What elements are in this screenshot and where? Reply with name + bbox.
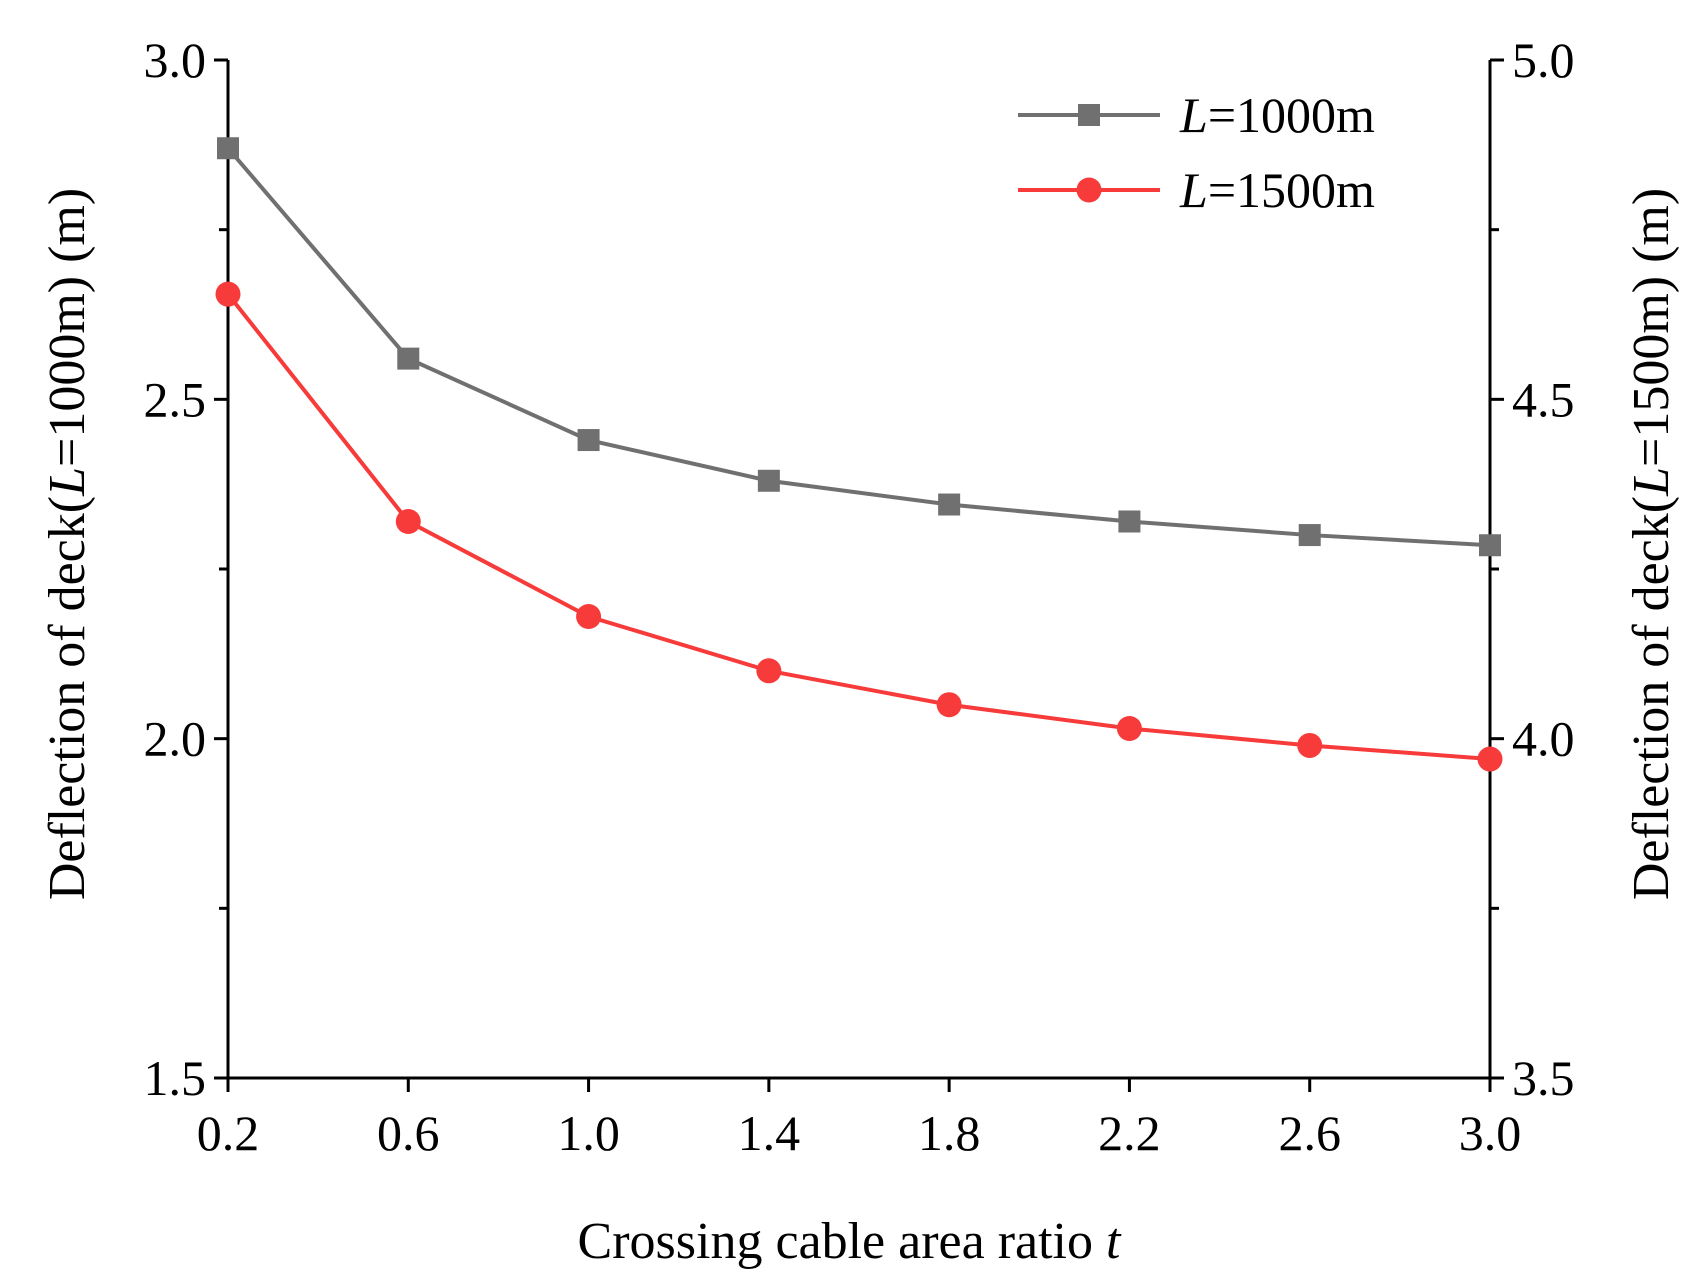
x-tick-label: 2.6 [1278, 1105, 1341, 1161]
x-tick-label: 2.2 [1098, 1105, 1161, 1161]
legend-marker-square [1078, 104, 1100, 126]
data-point-square [397, 347, 420, 370]
series-line [226, 292, 1491, 762]
left-y-tick-label: 2.0 [144, 711, 207, 767]
data-point-circle [1116, 715, 1142, 741]
left-y-tick-label: 1.5 [144, 1050, 207, 1106]
legend-label: L=1000m [1179, 87, 1375, 143]
x-tick-label: 1.8 [918, 1105, 981, 1161]
x-tick-label: 0.2 [197, 1105, 260, 1161]
data-point-circle [215, 281, 241, 307]
left-y-tick-label: 2.5 [144, 371, 207, 427]
data-point-circle [1297, 732, 1323, 758]
right-y-tick-label: 3.5 [1512, 1050, 1575, 1106]
x-tick-label: 3.0 [1459, 1105, 1522, 1161]
left-y-axis-title: Deflection of deck(L=1000m) (m) [39, 188, 96, 900]
series-line [226, 146, 1491, 548]
x-tick-label: 0.6 [377, 1105, 440, 1161]
data-point-square [1298, 524, 1321, 547]
data-point-circle [395, 508, 421, 534]
legend-marker-circle [1076, 177, 1102, 203]
x-tick-label: 1.4 [738, 1105, 801, 1161]
legend-item-0: L=1000m [1018, 87, 1375, 143]
x-axis-title: Crossing cable area ratio t [578, 1213, 1122, 1270]
series-1 [215, 281, 1503, 772]
data-point-circle [936, 692, 962, 718]
data-point-square [1479, 534, 1501, 557]
data-point-circle [1477, 746, 1503, 772]
data-point-circle [756, 658, 782, 684]
legend-item-1: L=1500m [1018, 162, 1375, 218]
series-layer [215, 137, 1503, 772]
legend-label: L=1500m [1179, 162, 1375, 218]
right-y-tick-label: 4.0 [1512, 711, 1575, 767]
right-y-tick-label: 4.5 [1512, 371, 1575, 427]
data-point-square [577, 429, 600, 452]
right-y-axis-title: Deflection of deck(L=1500m) (m) [1623, 188, 1680, 900]
series-0 [217, 137, 1501, 557]
legend: L=1000m L=1500m [1018, 87, 1375, 218]
left-y-tick-label: 3.0 [144, 32, 207, 88]
data-point-square [217, 137, 239, 160]
data-point-square [1118, 510, 1141, 533]
axes: 0.2 0.6 1.0 1.4 1.8 2.2 2.6 3.01.52.02.53.03.54… [39, 32, 1680, 1270]
right-y-tick-label: 5.0 [1512, 32, 1575, 88]
data-point-circle [576, 604, 602, 630]
data-point-square [757, 469, 780, 492]
x-tick-label: 1.0 [557, 1105, 620, 1161]
data-point-square [938, 493, 961, 516]
